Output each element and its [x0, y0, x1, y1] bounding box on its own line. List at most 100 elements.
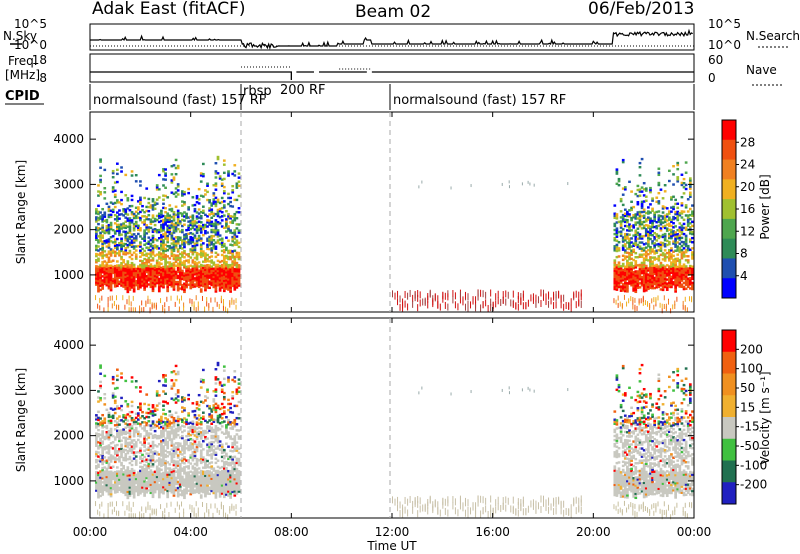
velocity-cell [164, 461, 167, 465]
power-cell [220, 272, 224, 275]
power-cell [638, 166, 642, 169]
power-cell [149, 226, 153, 230]
power-cell [151, 279, 155, 282]
power-cell [118, 227, 121, 231]
power-cell [649, 270, 652, 273]
power-cell [688, 240, 692, 243]
velocity-cell [145, 507, 147, 513]
power-cell [199, 249, 203, 253]
velocity-cell [176, 476, 180, 480]
velocity-cell [113, 387, 117, 390]
power-cell [676, 178, 680, 181]
power-cell [452, 296, 454, 304]
power-cell [676, 214, 680, 218]
velocity-cell [193, 450, 197, 453]
power-cell [225, 226, 228, 229]
power-cell [222, 305, 224, 311]
velocity-cell [151, 406, 155, 409]
power-cell [199, 229, 203, 232]
power-cell [237, 241, 241, 245]
power-cell [229, 196, 232, 200]
power-cell [166, 230, 170, 234]
beam-title: Beam 02 [355, 2, 431, 22]
power-cell [642, 257, 646, 260]
power-cell [653, 211, 657, 214]
velocity-cell [113, 450, 117, 453]
power-cell [195, 231, 199, 235]
power-cell [678, 222, 682, 225]
velocity-cell [199, 494, 203, 497]
velocity-cell [191, 438, 195, 442]
velocity-cell [168, 469, 172, 472]
power-cell [126, 262, 130, 265]
power-cell [160, 244, 163, 247]
power-cell [116, 276, 119, 279]
power-cell [684, 187, 688, 191]
power-cell [191, 273, 195, 276]
velocity-cell [160, 482, 163, 486]
power-cell [676, 271, 680, 275]
velocity-cell [126, 425, 130, 428]
power-cell [178, 258, 182, 262]
velocity-cell [162, 490, 165, 493]
power-cell [155, 263, 159, 266]
power-cell [193, 224, 197, 227]
power-cell [642, 253, 646, 256]
colorbar-cell [722, 179, 736, 200]
velocity-cell [193, 475, 197, 478]
power-cell [118, 280, 121, 284]
power-cell [126, 199, 130, 202]
power-cell [682, 263, 686, 266]
power-cell [642, 210, 646, 213]
velocity-cell [197, 471, 201, 474]
power-cell [141, 247, 144, 251]
power-cell [191, 279, 195, 282]
velocity-cell [126, 474, 130, 477]
velocity-cell [132, 481, 136, 485]
power-cell [222, 289, 226, 293]
power-cell [157, 265, 161, 268]
velocity-cell [172, 445, 176, 448]
power-cell [216, 231, 220, 234]
power-cell [626, 284, 629, 287]
power-cell [649, 225, 652, 228]
power-cell [172, 276, 176, 279]
power-cell [147, 228, 151, 231]
power-cell [164, 168, 167, 171]
power-cell [613, 267, 617, 270]
power-cell [183, 239, 186, 243]
velocity-cell [153, 472, 157, 476]
power-cell [164, 278, 167, 281]
power-cell [621, 248, 625, 251]
power-cell [626, 218, 629, 222]
velocity-cell [95, 452, 98, 456]
power-cell [107, 276, 111, 280]
power-cell [672, 222, 675, 225]
velocity-cell [118, 423, 121, 426]
power-cell [672, 240, 675, 243]
velocity-cell [174, 476, 178, 480]
power-cell [157, 216, 161, 220]
velocity-cell [197, 491, 201, 495]
power-cell [143, 233, 146, 236]
power-cell [670, 196, 673, 199]
power-cell [206, 247, 209, 251]
power-cell [632, 264, 636, 268]
velocity-cell [105, 475, 109, 479]
power-cell [139, 210, 142, 214]
velocity-cell [97, 459, 100, 462]
velocity-cell [130, 439, 134, 442]
power-cell [206, 280, 209, 283]
power-cell [172, 257, 176, 261]
power-cell [170, 285, 174, 288]
power-cell [113, 205, 117, 209]
velocity-cell [183, 490, 186, 493]
power-cell [229, 231, 232, 234]
power-cell [688, 270, 692, 274]
power-cell [653, 256, 657, 259]
velocity-cell [162, 439, 165, 442]
velocity-cell [197, 475, 201, 478]
power-cell [615, 213, 619, 216]
velocity-cell [199, 475, 203, 479]
power-cell [141, 253, 144, 257]
